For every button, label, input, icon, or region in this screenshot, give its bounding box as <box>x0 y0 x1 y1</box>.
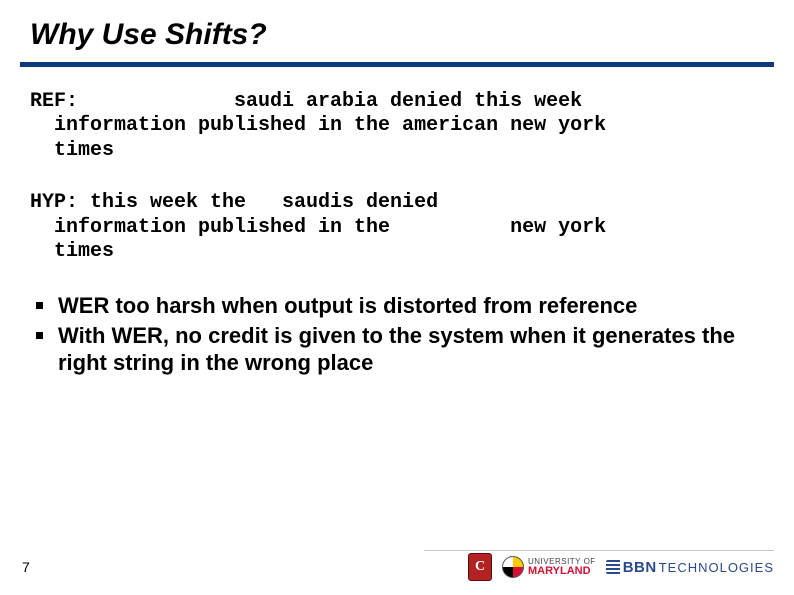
ref-example: REF: saudi arabia denied this week infor… <box>30 90 764 163</box>
footer-rule <box>424 550 774 551</box>
hyp-example: HYP: this week the saudis denied informa… <box>30 191 764 264</box>
slide-body: REF: saudi arabia denied this week infor… <box>30 90 764 379</box>
footer-logos: UNIVERSITY OF MARYLAND BBN TECHNOLOGIES <box>468 553 774 581</box>
umd-logo-icon: UNIVERSITY OF MARYLAND <box>502 556 596 578</box>
page-number: 7 <box>22 559 30 575</box>
title-underline <box>20 62 774 67</box>
slide-title: Why Use Shifts? <box>30 18 267 52</box>
bullet-item: With WER, no credit is given to the syst… <box>30 322 764 377</box>
bullet-list: WER too harsh when output is distorted f… <box>30 292 764 377</box>
bbn-logo-icon: BBN TECHNOLOGIES <box>606 559 774 576</box>
bullet-item: WER too harsh when output is distorted f… <box>30 292 764 320</box>
slide: Why Use Shifts? REF: saudi arabia denied… <box>0 0 794 595</box>
umd-text: UNIVERSITY OF MARYLAND <box>528 558 596 577</box>
cu-logo-icon <box>468 553 492 581</box>
bbn-stripes-icon <box>606 560 620 574</box>
umd-globe-icon <box>502 556 524 578</box>
